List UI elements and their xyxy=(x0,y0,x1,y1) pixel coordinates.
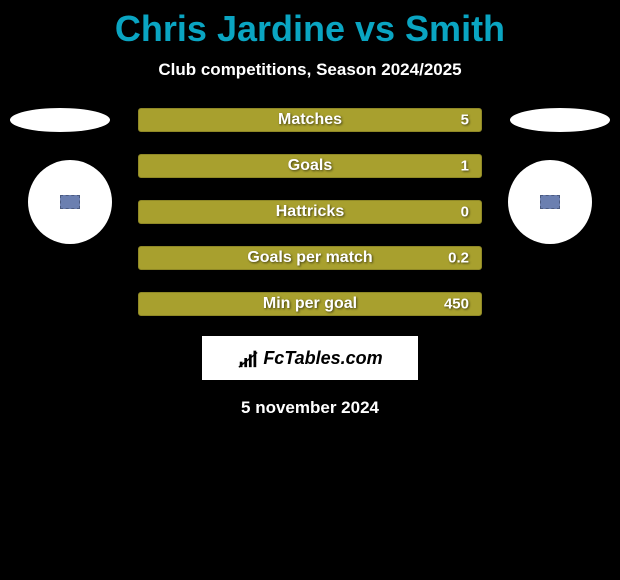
stat-value: 1 xyxy=(461,158,469,175)
logo-inner: FcTables.com xyxy=(237,347,382,369)
club-badge-icon xyxy=(60,195,80,209)
source-logo: FcTables.com xyxy=(202,336,418,380)
stat-label: Hattricks xyxy=(276,203,344,221)
logo-text: FcTables.com xyxy=(263,348,382,369)
stat-value: 0.2 xyxy=(448,250,469,267)
stat-label: Goals xyxy=(288,157,332,175)
stat-label: Matches xyxy=(278,111,342,129)
stat-value: 5 xyxy=(461,112,469,129)
stat-value: 450 xyxy=(444,296,469,313)
page-title: Chris Jardine vs Smith xyxy=(0,0,620,50)
comparison-panel: Matches 5 Goals 1 Hattricks 0 Goals per … xyxy=(0,108,620,418)
stat-row: Hattricks 0 xyxy=(138,200,482,224)
player-right-badge xyxy=(508,160,592,244)
stat-label: Goals per match xyxy=(247,249,372,267)
stat-row: Goals 1 xyxy=(138,154,482,178)
stat-row: Goals per match 0.2 xyxy=(138,246,482,270)
bar-chart-icon xyxy=(237,347,259,369)
stat-value: 0 xyxy=(461,204,469,221)
page-subtitle: Club competitions, Season 2024/2025 xyxy=(0,60,620,80)
club-badge-icon xyxy=(540,195,560,209)
stat-row: Min per goal 450 xyxy=(138,292,482,316)
date-label: 5 november 2024 xyxy=(0,398,620,418)
player-left-badge xyxy=(28,160,112,244)
stat-label: Min per goal xyxy=(263,295,357,313)
player-right-ellipse xyxy=(510,108,610,132)
stat-row: Matches 5 xyxy=(138,108,482,132)
stat-bars: Matches 5 Goals 1 Hattricks 0 Goals per … xyxy=(138,108,482,316)
player-left-ellipse xyxy=(10,108,110,132)
